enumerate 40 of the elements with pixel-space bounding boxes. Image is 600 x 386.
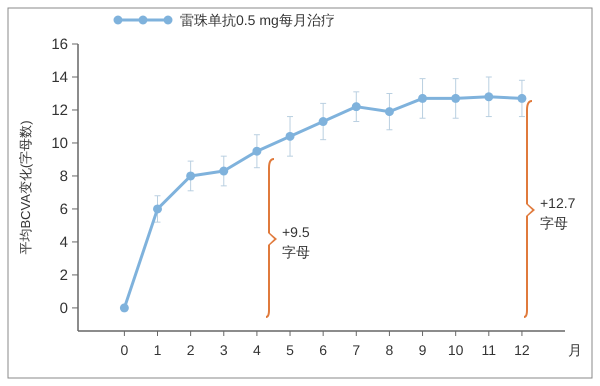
point — [484, 92, 494, 102]
x-tick-label: 8 — [386, 342, 394, 358]
x-tick-label: 0 — [120, 342, 128, 358]
y-tick-label: 12 — [51, 102, 68, 119]
y-tick-label: 16 — [51, 36, 68, 53]
x-tick-label: 6 — [319, 342, 328, 358]
y-tick-label: 0 — [60, 300, 68, 317]
y-tick-label: 10 — [51, 134, 68, 152]
x-tick-label: 10 — [448, 342, 464, 358]
x-tick-label: 7 — [352, 342, 360, 358]
x-tick-label: 5 — [286, 342, 294, 358]
x-tick-label: 9 — [418, 342, 427, 358]
y-tick-label: 8 — [60, 168, 68, 185]
annotation: +12.7 字母 — [540, 195, 576, 231]
point — [418, 94, 428, 103]
point — [384, 107, 394, 116]
point — [120, 303, 129, 312]
y-tick-label: 4 — [60, 234, 68, 251]
point — [286, 132, 295, 141]
point — [186, 171, 196, 180]
legend-label: 雷珠单抗0.5 mg每月治疗 — [180, 12, 335, 28]
x-axis-title: 月 — [568, 342, 582, 358]
point — [252, 146, 262, 156]
x-tick-label: 2 — [186, 342, 195, 358]
point — [318, 117, 328, 126]
y-tick-label: 14 — [51, 68, 68, 86]
point — [219, 166, 228, 176]
point — [153, 204, 162, 214]
point — [451, 94, 460, 103]
y-tick-label: 2 — [60, 266, 68, 284]
x-tick-label: 3 — [220, 342, 228, 358]
x-tick-label: 1 — [154, 342, 162, 358]
x-tick-label: 4 — [253, 342, 261, 358]
y-tick-label: 6 — [60, 200, 68, 218]
point — [517, 94, 526, 103]
x-tick-label: 12 — [514, 342, 530, 358]
x-tick-label: 11 — [482, 342, 496, 358]
annotation: +9.5 字母 — [282, 224, 310, 260]
point — [352, 102, 361, 112]
y-axis-title: 平均BCVA变化(字母数) — [18, 120, 33, 255]
